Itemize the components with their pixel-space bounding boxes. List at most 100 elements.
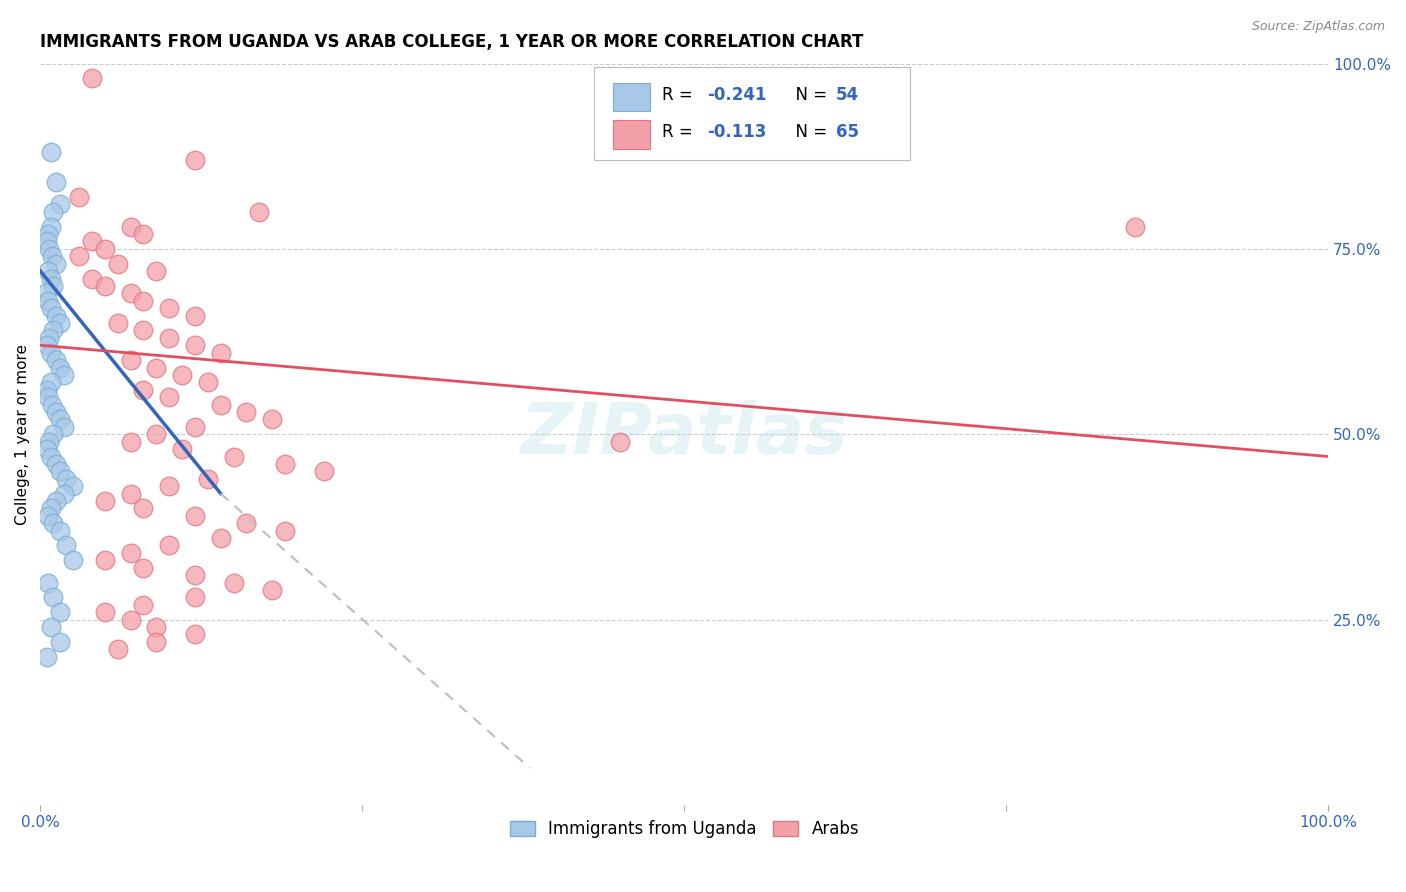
Point	[184, 508, 207, 523]
Text: 65: 65	[837, 123, 859, 141]
Point	[62, 553, 84, 567]
Point	[274, 457, 297, 471]
Point	[94, 553, 117, 567]
Point	[42, 516, 65, 531]
Point	[37, 508, 59, 523]
Text: R =: R =	[662, 86, 699, 103]
Point	[48, 360, 70, 375]
Text: -0.113: -0.113	[707, 123, 766, 141]
Point	[274, 524, 297, 538]
Point	[209, 531, 232, 545]
Point	[157, 390, 180, 404]
Point	[48, 316, 70, 330]
Text: 54: 54	[837, 86, 859, 103]
Point	[197, 376, 219, 390]
Point	[52, 368, 75, 382]
Point	[34, 286, 56, 301]
Point	[145, 620, 167, 634]
Point	[94, 605, 117, 619]
Point	[94, 494, 117, 508]
FancyBboxPatch shape	[613, 83, 650, 112]
Text: N =: N =	[785, 86, 832, 103]
Y-axis label: College, 1 year or more: College, 1 year or more	[15, 343, 30, 524]
Point	[184, 153, 207, 167]
Point	[312, 464, 335, 478]
Point	[197, 472, 219, 486]
Point	[609, 434, 631, 449]
Point	[37, 575, 59, 590]
Point	[107, 316, 129, 330]
Point	[132, 293, 155, 308]
Point	[52, 420, 75, 434]
Point	[120, 286, 142, 301]
FancyBboxPatch shape	[613, 120, 650, 149]
Point	[39, 219, 62, 234]
Point	[39, 301, 62, 316]
Point	[41, 249, 63, 263]
Point	[35, 383, 58, 397]
Point	[35, 442, 58, 456]
Point	[39, 145, 62, 160]
Point	[45, 494, 67, 508]
Point	[120, 613, 142, 627]
Point	[48, 524, 70, 538]
Point	[209, 345, 232, 359]
Point	[39, 501, 62, 516]
Point	[48, 464, 70, 478]
Text: ZIPatlas: ZIPatlas	[520, 400, 848, 469]
Point	[41, 398, 63, 412]
Point	[107, 642, 129, 657]
Point	[48, 605, 70, 619]
Point	[35, 235, 58, 249]
Point	[48, 412, 70, 426]
Point	[35, 338, 58, 352]
Point	[222, 450, 245, 464]
Point	[42, 204, 65, 219]
Point	[80, 235, 103, 249]
Point	[247, 204, 270, 219]
Text: Source: ZipAtlas.com: Source: ZipAtlas.com	[1251, 20, 1385, 33]
Point	[170, 368, 193, 382]
Point	[184, 568, 207, 582]
Point	[62, 479, 84, 493]
Point	[55, 539, 77, 553]
Point	[94, 279, 117, 293]
Point	[42, 279, 65, 293]
Text: -0.241: -0.241	[707, 86, 766, 103]
Point	[39, 450, 62, 464]
Point	[157, 479, 180, 493]
Point	[42, 323, 65, 337]
Point	[45, 353, 67, 368]
Point	[120, 353, 142, 368]
Text: IMMIGRANTS FROM UGANDA VS ARAB COLLEGE, 1 YEAR OR MORE CORRELATION CHART: IMMIGRANTS FROM UGANDA VS ARAB COLLEGE, …	[41, 33, 863, 51]
Point	[67, 249, 90, 263]
Point	[37, 390, 59, 404]
Point	[170, 442, 193, 456]
Point	[157, 301, 180, 316]
Text: N =: N =	[785, 123, 832, 141]
Point	[184, 591, 207, 605]
Point	[42, 427, 65, 442]
Point	[37, 227, 59, 241]
Point	[120, 546, 142, 560]
Point	[132, 227, 155, 241]
Point	[157, 331, 180, 345]
Point	[145, 635, 167, 649]
Point	[132, 383, 155, 397]
Point	[184, 627, 207, 641]
Point	[184, 420, 207, 434]
Point	[80, 71, 103, 86]
Point	[67, 190, 90, 204]
Point	[45, 257, 67, 271]
Point	[235, 405, 257, 419]
Point	[39, 271, 62, 285]
Point	[48, 635, 70, 649]
Point	[94, 242, 117, 256]
Point	[45, 309, 67, 323]
Point	[37, 264, 59, 278]
Point	[132, 598, 155, 612]
Point	[42, 591, 65, 605]
Point	[39, 620, 62, 634]
Point	[45, 175, 67, 189]
Point	[145, 427, 167, 442]
